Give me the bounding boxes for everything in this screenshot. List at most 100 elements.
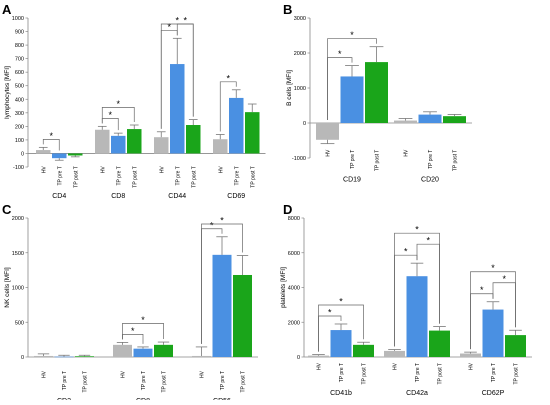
y-tick-label: 1000 bbox=[12, 16, 24, 22]
significance-star: * bbox=[131, 326, 135, 336]
y-tick-label: 700 bbox=[15, 57, 24, 63]
bar-cd4-0 bbox=[36, 150, 51, 154]
y-axis-label: B cells [MFI] bbox=[286, 70, 293, 106]
bar-cd20-1 bbox=[418, 114, 442, 123]
group-label-cd8: CD8 bbox=[111, 193, 125, 200]
y-tick-label: 1000 bbox=[294, 86, 306, 92]
condition-label: TP post T bbox=[241, 371, 247, 393]
y-axis-label: platelets [MFI] bbox=[280, 267, 287, 308]
condition-label: TP post T bbox=[73, 166, 79, 188]
condition-label: TP post T bbox=[514, 363, 520, 385]
y-tick-label: 0 bbox=[297, 355, 300, 361]
significance-star: * bbox=[328, 307, 332, 317]
y-tick-label: 1000 bbox=[12, 286, 24, 292]
y-tick-label: 300 bbox=[15, 111, 24, 117]
significance-bracket bbox=[122, 323, 164, 340]
bar-cd42a-2 bbox=[429, 330, 450, 357]
significance-star: * bbox=[226, 73, 230, 83]
bar-cd19-1 bbox=[340, 76, 364, 123]
condition-label: HV bbox=[121, 370, 127, 378]
bar-cd69-1 bbox=[229, 97, 244, 154]
condition-label: TP pre T bbox=[116, 166, 122, 185]
y-tick-label: -1000 bbox=[292, 156, 306, 162]
bar-cd56-1 bbox=[212, 254, 232, 357]
bar-cd69-2 bbox=[245, 112, 260, 154]
bar-cd8-1 bbox=[111, 135, 126, 154]
condition-label: HV bbox=[317, 362, 323, 370]
significance-star: * bbox=[339, 296, 343, 306]
y-tick-label: 900 bbox=[15, 30, 24, 36]
significance-star: * bbox=[220, 216, 224, 226]
bar-cd44-0 bbox=[154, 137, 169, 154]
significance-star: * bbox=[491, 263, 495, 273]
condition-label: TP post T bbox=[250, 166, 256, 188]
group-label-cd4: CD4 bbox=[52, 193, 66, 200]
y-axis-label: NK cells [MFI] bbox=[4, 267, 11, 308]
group-label-cd41b: CD41b bbox=[330, 390, 352, 397]
y-tick-label: 2000 bbox=[12, 216, 24, 222]
y-tick-label: 100 bbox=[15, 138, 24, 144]
group-label-cd69: CD69 bbox=[227, 193, 245, 200]
significance-bracket bbox=[101, 107, 135, 124]
condition-label: HV bbox=[41, 166, 47, 174]
significance-star: * bbox=[183, 16, 187, 26]
y-tick-label: 1500 bbox=[12, 251, 24, 257]
y-tick-label: -100 bbox=[13, 165, 24, 171]
panel-label: A bbox=[2, 2, 12, 17]
condition-label: TP pre T bbox=[491, 363, 497, 382]
condition-label: HV bbox=[326, 149, 332, 157]
condition-label: HV bbox=[404, 149, 410, 157]
y-tick-label: 3000 bbox=[294, 16, 306, 22]
condition-label: HV bbox=[100, 166, 106, 174]
bar-cd2-1 bbox=[54, 356, 74, 358]
significance-star: * bbox=[426, 236, 430, 246]
significance-star: * bbox=[116, 99, 120, 109]
bar-cd44-2 bbox=[186, 125, 201, 154]
y-tick-label: 400 bbox=[15, 97, 24, 103]
group-label-cd20: CD20 bbox=[421, 177, 439, 184]
bar-cd19-0 bbox=[316, 123, 339, 140]
condition-label: HV bbox=[159, 166, 165, 174]
bar-cd4-1 bbox=[52, 153, 67, 159]
significance-bracket bbox=[394, 232, 440, 347]
bar-cd2-0 bbox=[34, 355, 53, 357]
bar-cd62p-1 bbox=[482, 309, 504, 357]
bar-cd56-2 bbox=[233, 274, 252, 357]
significance-bracket bbox=[318, 304, 364, 352]
significance-bracket bbox=[219, 81, 237, 132]
group-label-cd19: CD19 bbox=[343, 177, 361, 184]
significance-star: * bbox=[415, 225, 419, 235]
bar-cd69-0 bbox=[213, 139, 228, 154]
condition-label: TP pre T bbox=[141, 371, 147, 390]
condition-label: TP post T bbox=[83, 371, 89, 393]
condition-label: TP post T bbox=[438, 363, 444, 385]
significance-bracket bbox=[42, 139, 60, 151]
group-label-cd42a: CD42a bbox=[406, 390, 428, 397]
bar-cd41b-1 bbox=[330, 330, 352, 357]
group-label-cd62p: CD62P bbox=[482, 390, 505, 397]
bar-cd41b-2 bbox=[353, 344, 374, 357]
condition-label: TP pre T bbox=[62, 371, 68, 390]
panel-b: B B cells [MFI] -1000 0 1000 2000 3000 HV TP pre… bbox=[283, 2, 472, 184]
condition-label: TP pre T bbox=[57, 166, 63, 185]
condition-label: HV bbox=[218, 166, 224, 174]
bar-cd8-0 bbox=[113, 344, 132, 357]
bar-cd8-0 bbox=[95, 129, 110, 154]
bar-cd8-1 bbox=[133, 348, 153, 357]
y-tick-label: 600 bbox=[15, 70, 24, 76]
bar-cd4-2 bbox=[68, 153, 83, 156]
y-tick-label: 500 bbox=[15, 320, 24, 326]
condition-label: HV bbox=[469, 362, 475, 370]
significance-star: * bbox=[175, 16, 179, 26]
y-tick-label: 2000 bbox=[288, 320, 300, 326]
condition-label: TP post T bbox=[375, 150, 381, 172]
significance-bracket bbox=[327, 38, 377, 120]
significance-bracket bbox=[160, 23, 194, 129]
significance-bracket bbox=[470, 271, 516, 350]
y-tick-label: 8000 bbox=[288, 216, 300, 222]
y-tick-label: 0 bbox=[303, 121, 306, 127]
condition-label: TP pre T bbox=[428, 150, 434, 169]
group-label-cd44: CD44 bbox=[168, 193, 186, 200]
